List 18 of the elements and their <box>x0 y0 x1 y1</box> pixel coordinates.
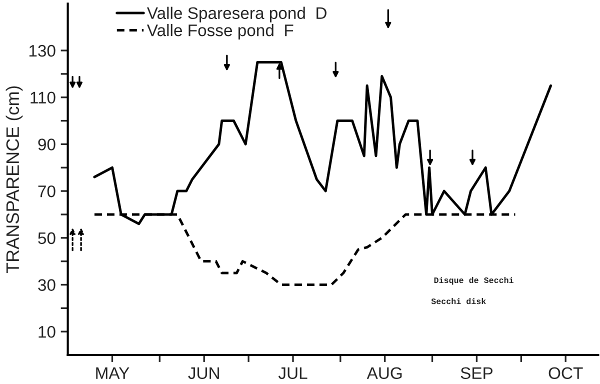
legend-label: Valle Sparesera pond D <box>146 6 326 22</box>
legend-label: Valle Fosse pond F <box>146 24 294 40</box>
x-tick-label: MAY <box>96 367 130 379</box>
x-tick-label: SEP <box>460 367 493 380</box>
y-tick-label: 70 <box>38 185 56 198</box>
x-tick-label: AUG <box>366 367 402 380</box>
x-tick-label: JUL <box>278 367 308 380</box>
y-tick-label: 130 <box>29 44 56 57</box>
y-tick-label: 50 <box>38 232 56 244</box>
y-tick-label: 30 <box>38 279 56 291</box>
y-tick-label: 90 <box>38 138 56 150</box>
y-axis-title: TRANSPARENCE (cm) <box>6 86 23 274</box>
y-tick-label: 110 <box>30 92 56 104</box>
y-tick-label: 10 <box>38 326 56 338</box>
annotation: Secchi disk <box>431 298 486 304</box>
annotation: Disque de Secchi <box>434 276 514 285</box>
x-tick-label: JUN <box>188 367 219 380</box>
x-tick-label: OCT <box>548 367 583 380</box>
